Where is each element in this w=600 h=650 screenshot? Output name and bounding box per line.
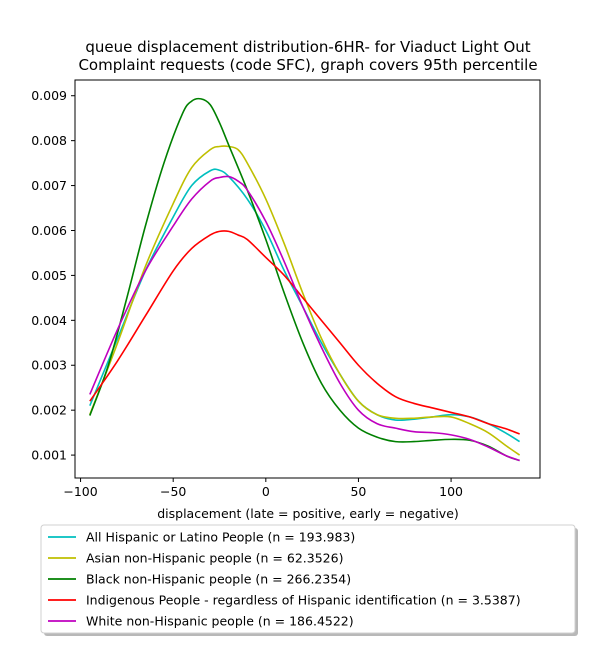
x-axis-label: displacement (late = positive, early = n… [157,506,459,521]
legend-label-0: All Hispanic or Latino People (n = 193.9… [86,530,355,545]
y-tick-label: 0.002 [31,403,67,418]
x-tick-label: −50 [160,484,186,499]
x-tick-label: −100 [63,484,97,499]
y-tick-label: 0.001 [31,448,67,463]
legend-box [40,524,576,634]
y-tick-label: 0.007 [31,178,67,193]
series-line-0 [89,168,521,443]
series-line-2 [89,97,520,462]
x-tick-label: 50 [350,484,366,499]
plot-lines [89,97,521,462]
y-tick-label: 0.003 [31,358,67,373]
y-tick-label: 0.004 [31,313,67,328]
legend-label-4: White non-Hispanic people (n = 186.4522) [86,614,354,629]
series-line-4 [89,175,520,462]
x-tick-label: 100 [439,484,463,499]
legend-label-3: Indigenous People - regardless of Hispan… [86,593,521,608]
legend-label-2: Black non-Hispanic people (n = 266.2354) [86,572,351,587]
y-tick-label: 0.005 [31,268,67,283]
series-line-1 [89,145,521,456]
plot-frame [74,79,541,479]
x-tick-label: 0 [262,484,270,499]
x-axis: −100 −50 0 50 100 [63,478,463,499]
y-axis: 0.001 0.002 0.003 0.004 0.005 0.006 0.007 0.008… [31,88,75,463]
chart-title-line-2: Complaint requests (code SFC), graph cov… [78,56,537,74]
legend-label-1: Asian non-Hispanic people (n = 62.3526) [86,551,343,566]
y-tick-label: 0.008 [31,133,67,148]
series-line-3 [89,230,520,435]
legend: All Hispanic or Latino People (n = 193.9… [40,524,578,636]
y-tick-label: 0.006 [31,223,67,238]
chart-title-line-1: queue displacement distribution-6HR- for… [85,38,530,56]
y-tick-label: 0.009 [31,88,67,103]
